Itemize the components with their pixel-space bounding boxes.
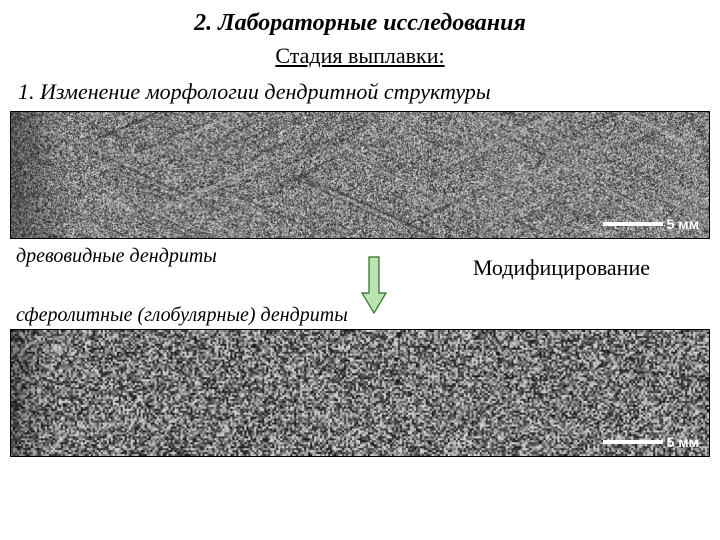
scalebar-bar-icon [603,440,663,444]
scalebar-bar-icon [603,222,663,226]
micrograph-bottom: 5 мм [10,329,710,457]
caption-globular: сферолитные (глобулярные) дендриты [16,304,348,327]
scalebar-label: 5 мм [667,434,699,450]
page-subtitle: Стадия выплавки: [0,43,720,69]
modification-label: Модифицирование [473,255,650,281]
caption-dendritic: древовидные дендриты [16,245,217,268]
scalebar-top: 5 мм [603,216,699,232]
scalebar-bottom: 5 мм [603,434,699,450]
arrow-down-icon [360,255,388,315]
mid-region: древовидные дендриты Модифицирование сфе… [0,243,720,329]
micrograph-top: 5 мм [10,111,710,239]
page-title: 2. Лабораторные исследования [0,0,720,37]
scalebar-label: 5 мм [667,216,699,232]
section-label: 1. Изменение морфологии дендритной струк… [18,79,720,105]
